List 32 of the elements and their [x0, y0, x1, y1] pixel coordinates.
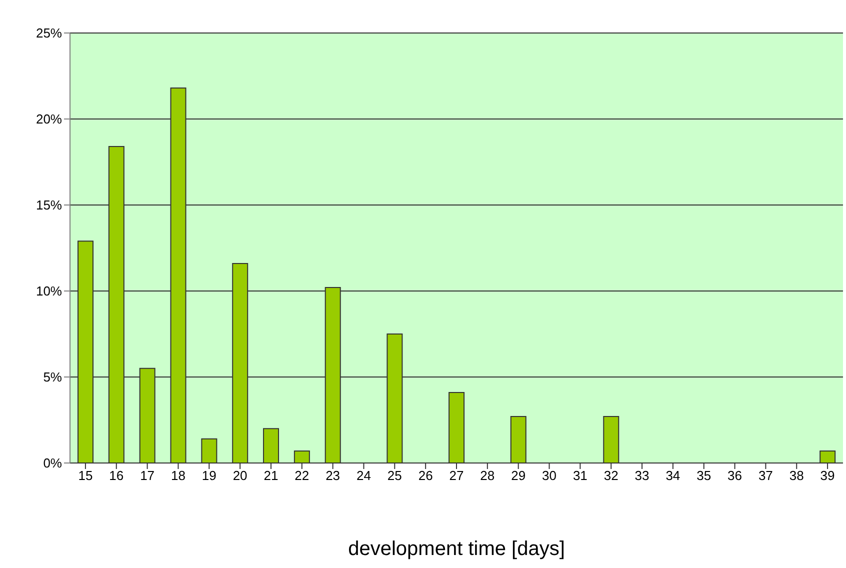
x-tick-label: 17: [140, 468, 155, 484]
x-tick-label: 35: [696, 468, 712, 484]
x-tick-label: 20: [232, 468, 248, 484]
x-tick-label: 30: [542, 468, 556, 484]
y-tick-label: 20%: [36, 112, 62, 127]
y-tick-label: 5%: [43, 370, 62, 385]
x-tick-label: 21: [264, 468, 278, 484]
x-tick-label: 16: [109, 468, 124, 484]
x-tick-label: 27: [449, 468, 464, 484]
x-tick-label: 28: [480, 468, 495, 484]
x-tick-label: 15: [78, 468, 93, 484]
y-tick-label: 0%: [43, 456, 62, 471]
x-tick-label: 18: [170, 468, 186, 484]
x-tick-label: 37: [758, 468, 773, 484]
y-tick-label: 15%: [36, 198, 62, 213]
x-tick-label: 34: [666, 468, 680, 484]
x-axis-title: development time [days]: [347, 538, 566, 561]
x-tick-label: 19: [202, 468, 216, 484]
x-tick-label: 33: [634, 468, 650, 484]
x-tick-label: 39: [820, 468, 835, 484]
x-tick-label: 31: [572, 468, 588, 484]
x-tick-label: 24: [356, 468, 371, 484]
x-tick-label: 36: [728, 468, 742, 484]
y-tick-label: 10%: [36, 284, 62, 299]
x-tick-label: 32: [604, 468, 618, 484]
x-tick-label: 29: [511, 468, 526, 484]
x-tick-label: 26: [418, 468, 433, 484]
x-tick-label: 25: [387, 468, 402, 484]
x-tick-label: 38: [789, 468, 804, 484]
y-tick-label: 25%: [36, 26, 62, 41]
x-tick-label: 22: [294, 468, 310, 484]
x-tick-label: 23: [326, 468, 340, 484]
